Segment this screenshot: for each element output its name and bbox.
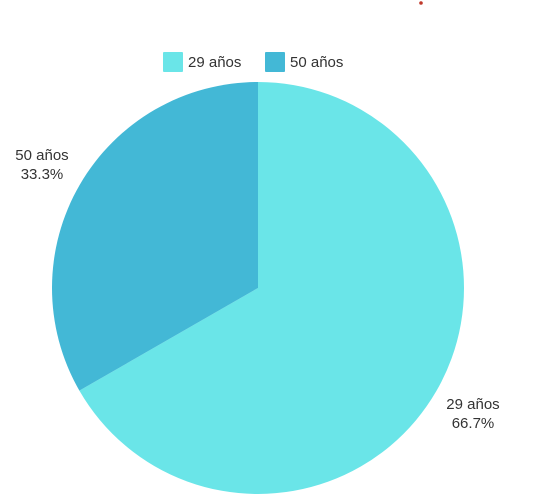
- legend-swatch-29-anos: [163, 52, 183, 72]
- pie-slices: [51, 82, 465, 494]
- legend-label-50-anos: 50 años: [290, 54, 343, 71]
- legend-label-29-anos: 29 años: [188, 54, 241, 71]
- accent-dot: [419, 1, 423, 5]
- legend-item-50-anos[interactable]: 50 años: [265, 52, 343, 72]
- slice-label-name-29-anos: 29 años: [446, 396, 499, 413]
- slice-label-percent-29-anos: 66.7%: [452, 415, 495, 432]
- slice-label-name-50-anos: 50 años: [15, 147, 68, 164]
- legend: 29 años 50 años: [163, 52, 343, 72]
- slice-label-percent-50-anos: 33.3%: [21, 166, 64, 183]
- slice-labels: 29 años 66.7% 50 años 33.3%: [15, 147, 499, 432]
- pie-slice-50-anos[interactable]: [51, 82, 259, 391]
- pie-slice-29-anos[interactable]: [79, 82, 465, 494]
- legend-swatch-50-anos: [265, 52, 285, 72]
- legend-item-29-anos[interactable]: 29 años: [163, 52, 241, 72]
